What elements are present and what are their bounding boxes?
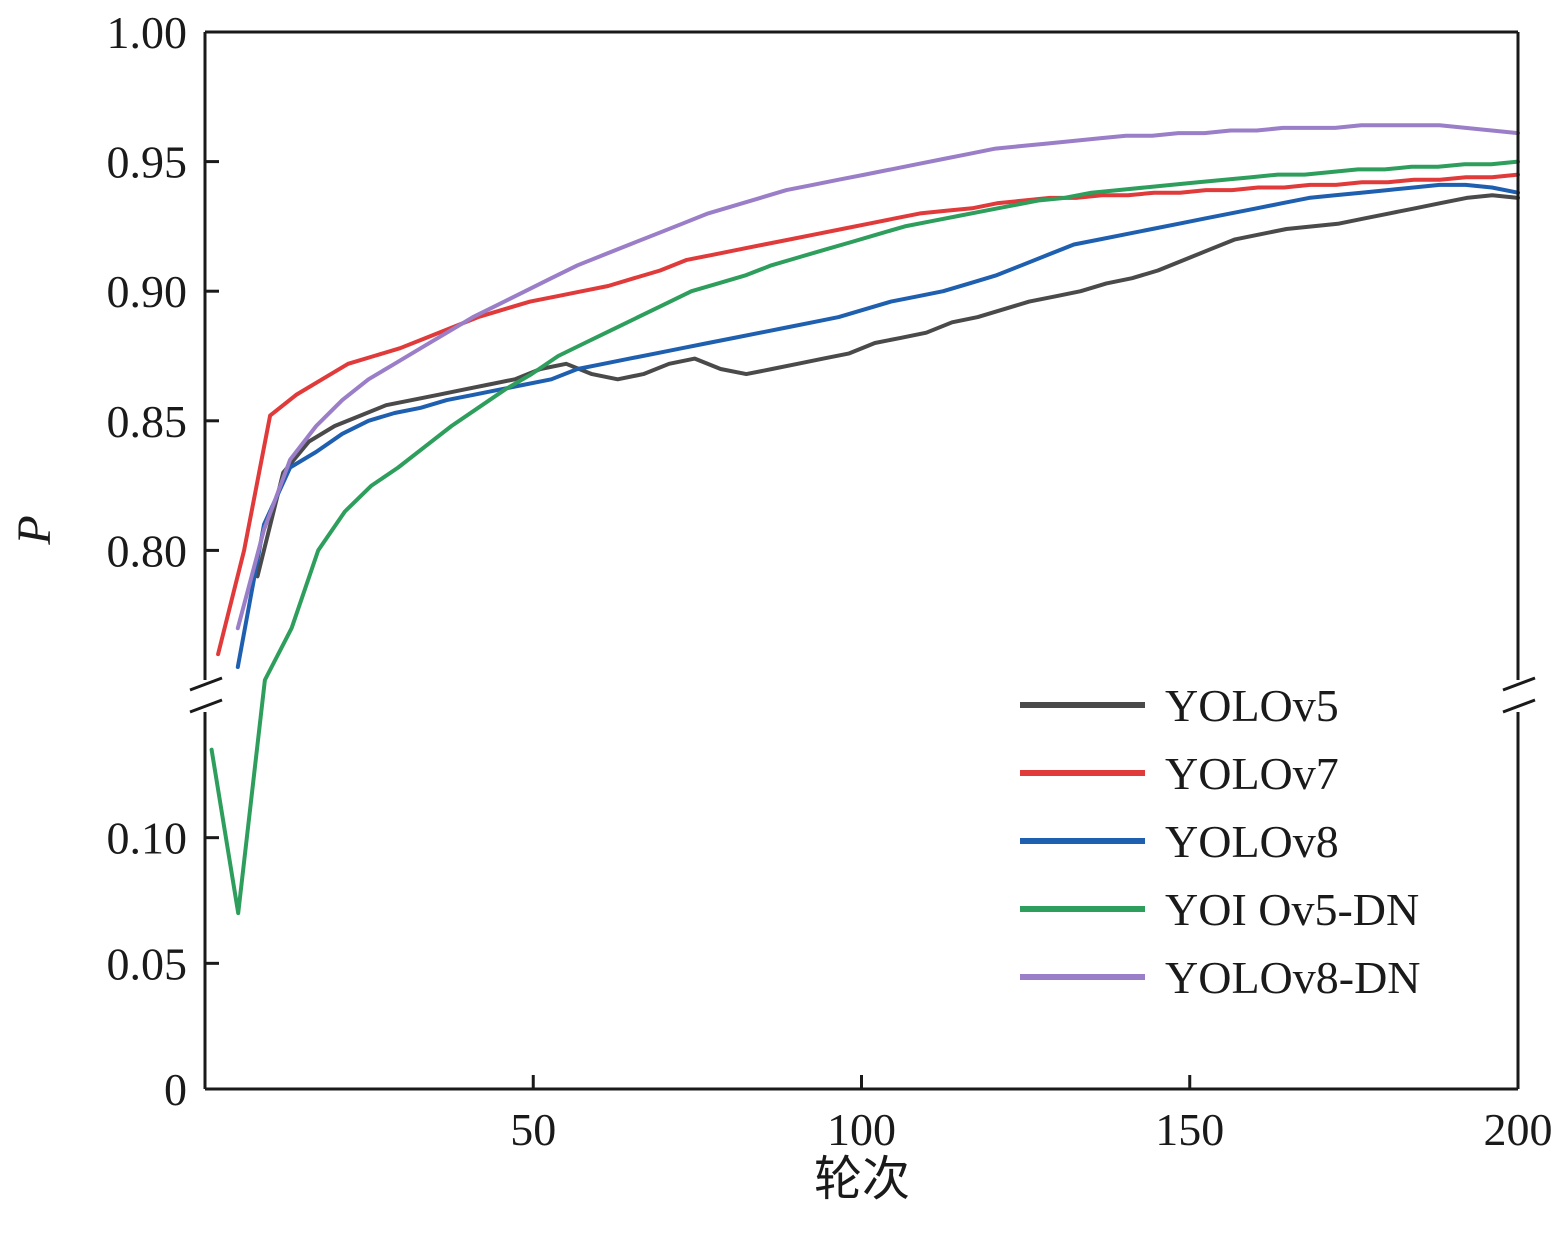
y-tick-label-upper-3: 0.95 [107,137,188,188]
legend-label-0: YOLOv5 [1165,680,1339,731]
left-break-mark-lower [189,698,223,714]
x-tick-label-2: 150 [1155,1104,1224,1155]
y-tick-label-upper-0: 0.80 [107,525,188,576]
left-break-mark-upper [189,676,223,692]
legend-label-3: YOI Ov5-DN [1165,884,1419,935]
legend: YOLOv5 YOLOv7 YOLOv8 YOI Ov5-DN YOLOv8-DN [1020,680,1421,1003]
y-tick-label-upper-2: 0.90 [107,266,188,317]
x-tick-label-3: 200 [1484,1104,1553,1155]
legend-label-2: YOLOv8 [1165,816,1339,867]
legend-label-4: YOLOv8-DN [1165,952,1421,1003]
axis-break-marks [189,676,1536,714]
y-tick-label-upper-4: 1.00 [107,7,188,58]
series-line-3 [209,159,1520,916]
x-tick-label-0: 50 [510,1104,556,1155]
series-line-0 [255,193,1520,579]
x-tick-label-1: 100 [827,1104,896,1155]
right-break-mark-lower [1502,698,1536,714]
right-break-mark-upper [1502,676,1536,692]
y-tick-label-lower-0: 0 [164,1064,187,1115]
series-line-4 [235,123,1520,631]
series-line-2 [235,182,1520,669]
y-tick-label-lower-2: 0.10 [107,813,188,864]
series-layer [209,123,1520,916]
y-tick-label-upper-1: 0.85 [107,396,188,447]
y-axis-title: P [8,515,61,545]
x-axis-title: 轮次 [814,1151,910,1207]
ticks-layer: 0 0.05 0.10 0.80 0.85 0.90 0.95 1.00 50 100 150 200 [107,7,1553,1155]
legend-label-1: YOLOv7 [1165,748,1339,799]
series-line-1 [216,172,1520,657]
y-tick-label-lower-1: 0.05 [107,938,188,989]
